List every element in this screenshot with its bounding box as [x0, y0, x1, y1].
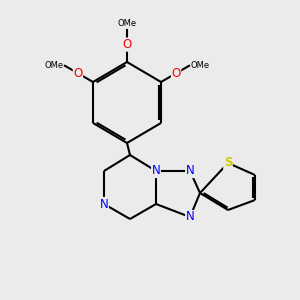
- Text: N: N: [100, 197, 108, 211]
- Text: N: N: [186, 164, 194, 178]
- Text: OMe: OMe: [117, 19, 136, 28]
- Text: O: O: [73, 67, 83, 80]
- Text: OMe: OMe: [190, 61, 210, 70]
- Text: O: O: [171, 67, 181, 80]
- Text: OMe: OMe: [44, 61, 63, 70]
- Text: S: S: [224, 157, 232, 169]
- Text: N: N: [186, 211, 194, 224]
- Text: O: O: [122, 38, 132, 51]
- Text: N: N: [152, 164, 160, 178]
